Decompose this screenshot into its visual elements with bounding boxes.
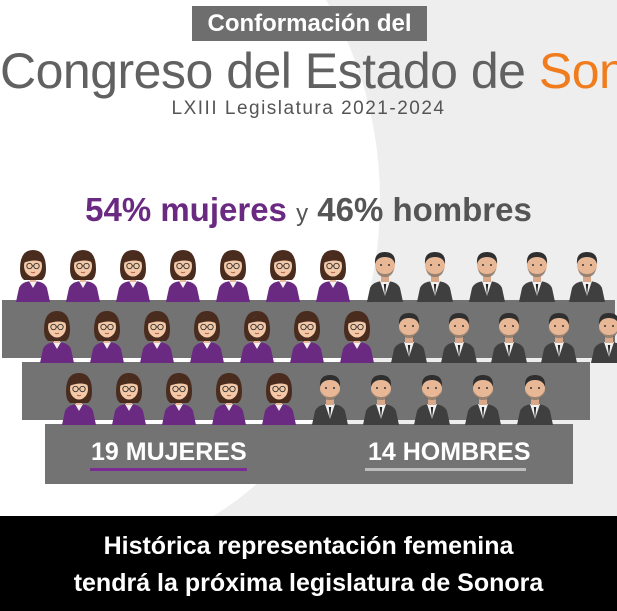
headline: Congreso del Estado de Sonora [0, 42, 617, 100]
woman-legislator-icon [336, 305, 378, 363]
boxed-title: Conformación del [192, 6, 427, 41]
bench-step-3 [45, 424, 573, 484]
men-count-label: 14 HOMBRES [368, 438, 531, 466]
man-legislator-icon [360, 367, 402, 425]
men-percentage: 46% hombres [317, 191, 532, 228]
infographic: Conformación del Congreso del Estado de … [0, 0, 617, 516]
man-legislator-icon [588, 305, 617, 363]
man-legislator-icon [438, 305, 480, 363]
woman-legislator-icon [136, 305, 178, 363]
caption-line-1: Histórica representación femenina [103, 532, 514, 560]
woman-legislator-icon [108, 367, 150, 425]
woman-legislator-icon [258, 367, 300, 425]
woman-legislator-icon [312, 244, 354, 302]
man-legislator-icon [364, 244, 406, 302]
legislature-subtitle: LXIII Legislatura 2021-2024 [171, 98, 446, 119]
headline-accent: Sonora [538, 43, 617, 99]
woman-legislator-icon [58, 367, 100, 425]
woman-legislator-icon [158, 367, 200, 425]
woman-legislator-icon [12, 244, 54, 302]
woman-legislator-icon [86, 305, 128, 363]
man-legislator-icon [516, 244, 558, 302]
woman-legislator-icon [36, 305, 78, 363]
woman-legislator-icon [236, 305, 278, 363]
woman-legislator-icon [62, 244, 104, 302]
man-legislator-icon [414, 244, 456, 302]
man-legislator-icon [466, 244, 508, 302]
woman-legislator-icon [112, 244, 154, 302]
connector: y [296, 200, 309, 227]
woman-legislator-icon [262, 244, 304, 302]
percentage-line: 54% mujeres y 46% hombres [0, 191, 617, 229]
man-legislator-icon [514, 367, 556, 425]
man-legislator-icon [309, 367, 351, 425]
woman-legislator-icon [208, 367, 250, 425]
man-legislator-icon [411, 367, 453, 425]
man-legislator-icon [538, 305, 580, 363]
woman-legislator-icon [162, 244, 204, 302]
men-underline [365, 468, 526, 471]
caption-line-2: tendrá la próxima legislatura de Sonora [73, 569, 544, 597]
man-legislator-icon [462, 367, 504, 425]
women-percentage: 54% mujeres [85, 191, 287, 228]
caption-banner: Histórica representación femenina tendrá… [0, 516, 617, 611]
woman-legislator-icon [186, 305, 228, 363]
women-underline [90, 468, 247, 471]
man-legislator-icon [566, 244, 608, 302]
woman-legislator-icon [212, 244, 254, 302]
man-legislator-icon [388, 305, 430, 363]
woman-legislator-icon [286, 305, 328, 363]
man-legislator-icon [488, 305, 530, 363]
women-count-label: 19 MUJERES [91, 438, 247, 466]
headline-text: Congreso del Estado de [0, 43, 526, 99]
